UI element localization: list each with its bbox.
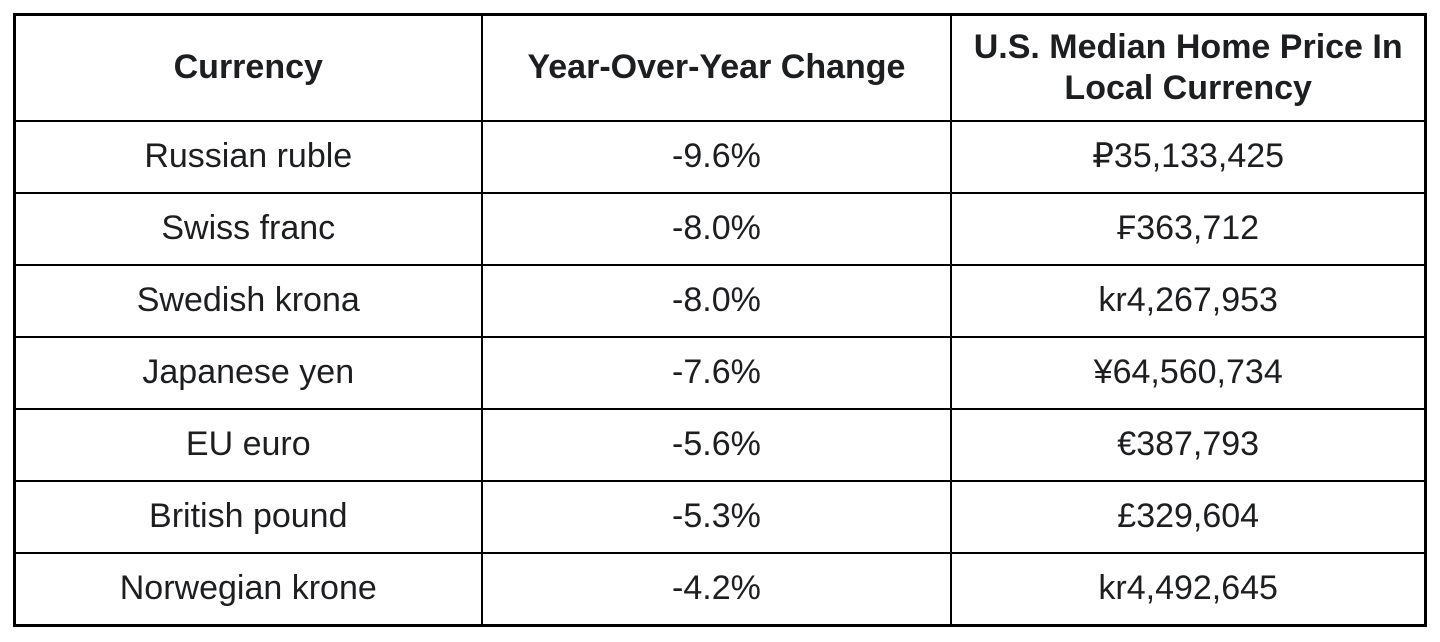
cell-currency: British pound — [13, 480, 483, 554]
cell-yoy-change: -5.6% — [480, 408, 953, 482]
cell-home-price: kr4,492,645 — [950, 552, 1427, 627]
table-row-swiss-franc: Swiss franc -8.0% ₣363,712 — [13, 192, 1427, 266]
cell-yoy-change: -8.0% — [480, 192, 953, 266]
cell-yoy-change: -4.2% — [480, 552, 953, 627]
table-row-norwegian-krone: Norwegian krone -4.2% kr4,492,645 — [13, 552, 1427, 627]
table-row-russian-ruble: Russian ruble -9.6% ₽35,133,425 — [13, 120, 1427, 194]
cell-currency: Japanese yen — [13, 336, 483, 410]
cell-home-price: ₽35,133,425 — [950, 120, 1427, 194]
column-header-yoy-change-label: Year-Over-Year Change — [527, 48, 906, 87]
column-header-yoy-change: Year-Over-Year Change — [480, 13, 953, 122]
cell-yoy-change: -7.6% — [480, 336, 953, 410]
column-header-home-price: U.S. Median Home Price In Local Currency — [950, 13, 1427, 122]
cell-currency: Swedish krona — [13, 264, 483, 338]
cell-currency: Russian ruble — [13, 120, 483, 194]
cell-home-price: ₣363,712 — [950, 192, 1427, 266]
currency-home-price-table: Currency Year-Over-Year Change U.S. Medi… — [13, 13, 1427, 627]
cell-currency: Swiss franc — [13, 192, 483, 266]
column-header-currency-label: Currency — [173, 48, 323, 87]
table-row-swedish-krona: Swedish krona -8.0% kr4,267,953 — [13, 264, 1427, 338]
cell-yoy-change: -8.0% — [480, 264, 953, 338]
table-row-japanese-yen: Japanese yen -7.6% ¥64,560,734 — [13, 336, 1427, 410]
cell-home-price: €387,793 — [950, 408, 1427, 482]
cell-home-price: ¥64,560,734 — [950, 336, 1427, 410]
column-header-currency: Currency — [13, 13, 483, 122]
header-row: Currency Year-Over-Year Change U.S. Medi… — [13, 13, 1427, 122]
table-row-british-pound: British pound -5.3% £329,604 — [13, 480, 1427, 554]
column-header-home-price-label: U.S. Median Home Price In Local Currency — [973, 27, 1403, 107]
currency-table-container: Currency Year-Over-Year Change U.S. Medi… — [13, 13, 1427, 627]
cell-currency: Norwegian krone — [13, 552, 483, 627]
cell-home-price: £329,604 — [950, 480, 1427, 554]
cell-currency: EU euro — [13, 408, 483, 482]
table-row-eu-euro: EU euro -5.6% €387,793 — [13, 408, 1427, 482]
cell-yoy-change: -9.6% — [480, 120, 953, 194]
cell-home-price: kr4,267,953 — [950, 264, 1427, 338]
cell-yoy-change: -5.3% — [480, 480, 953, 554]
